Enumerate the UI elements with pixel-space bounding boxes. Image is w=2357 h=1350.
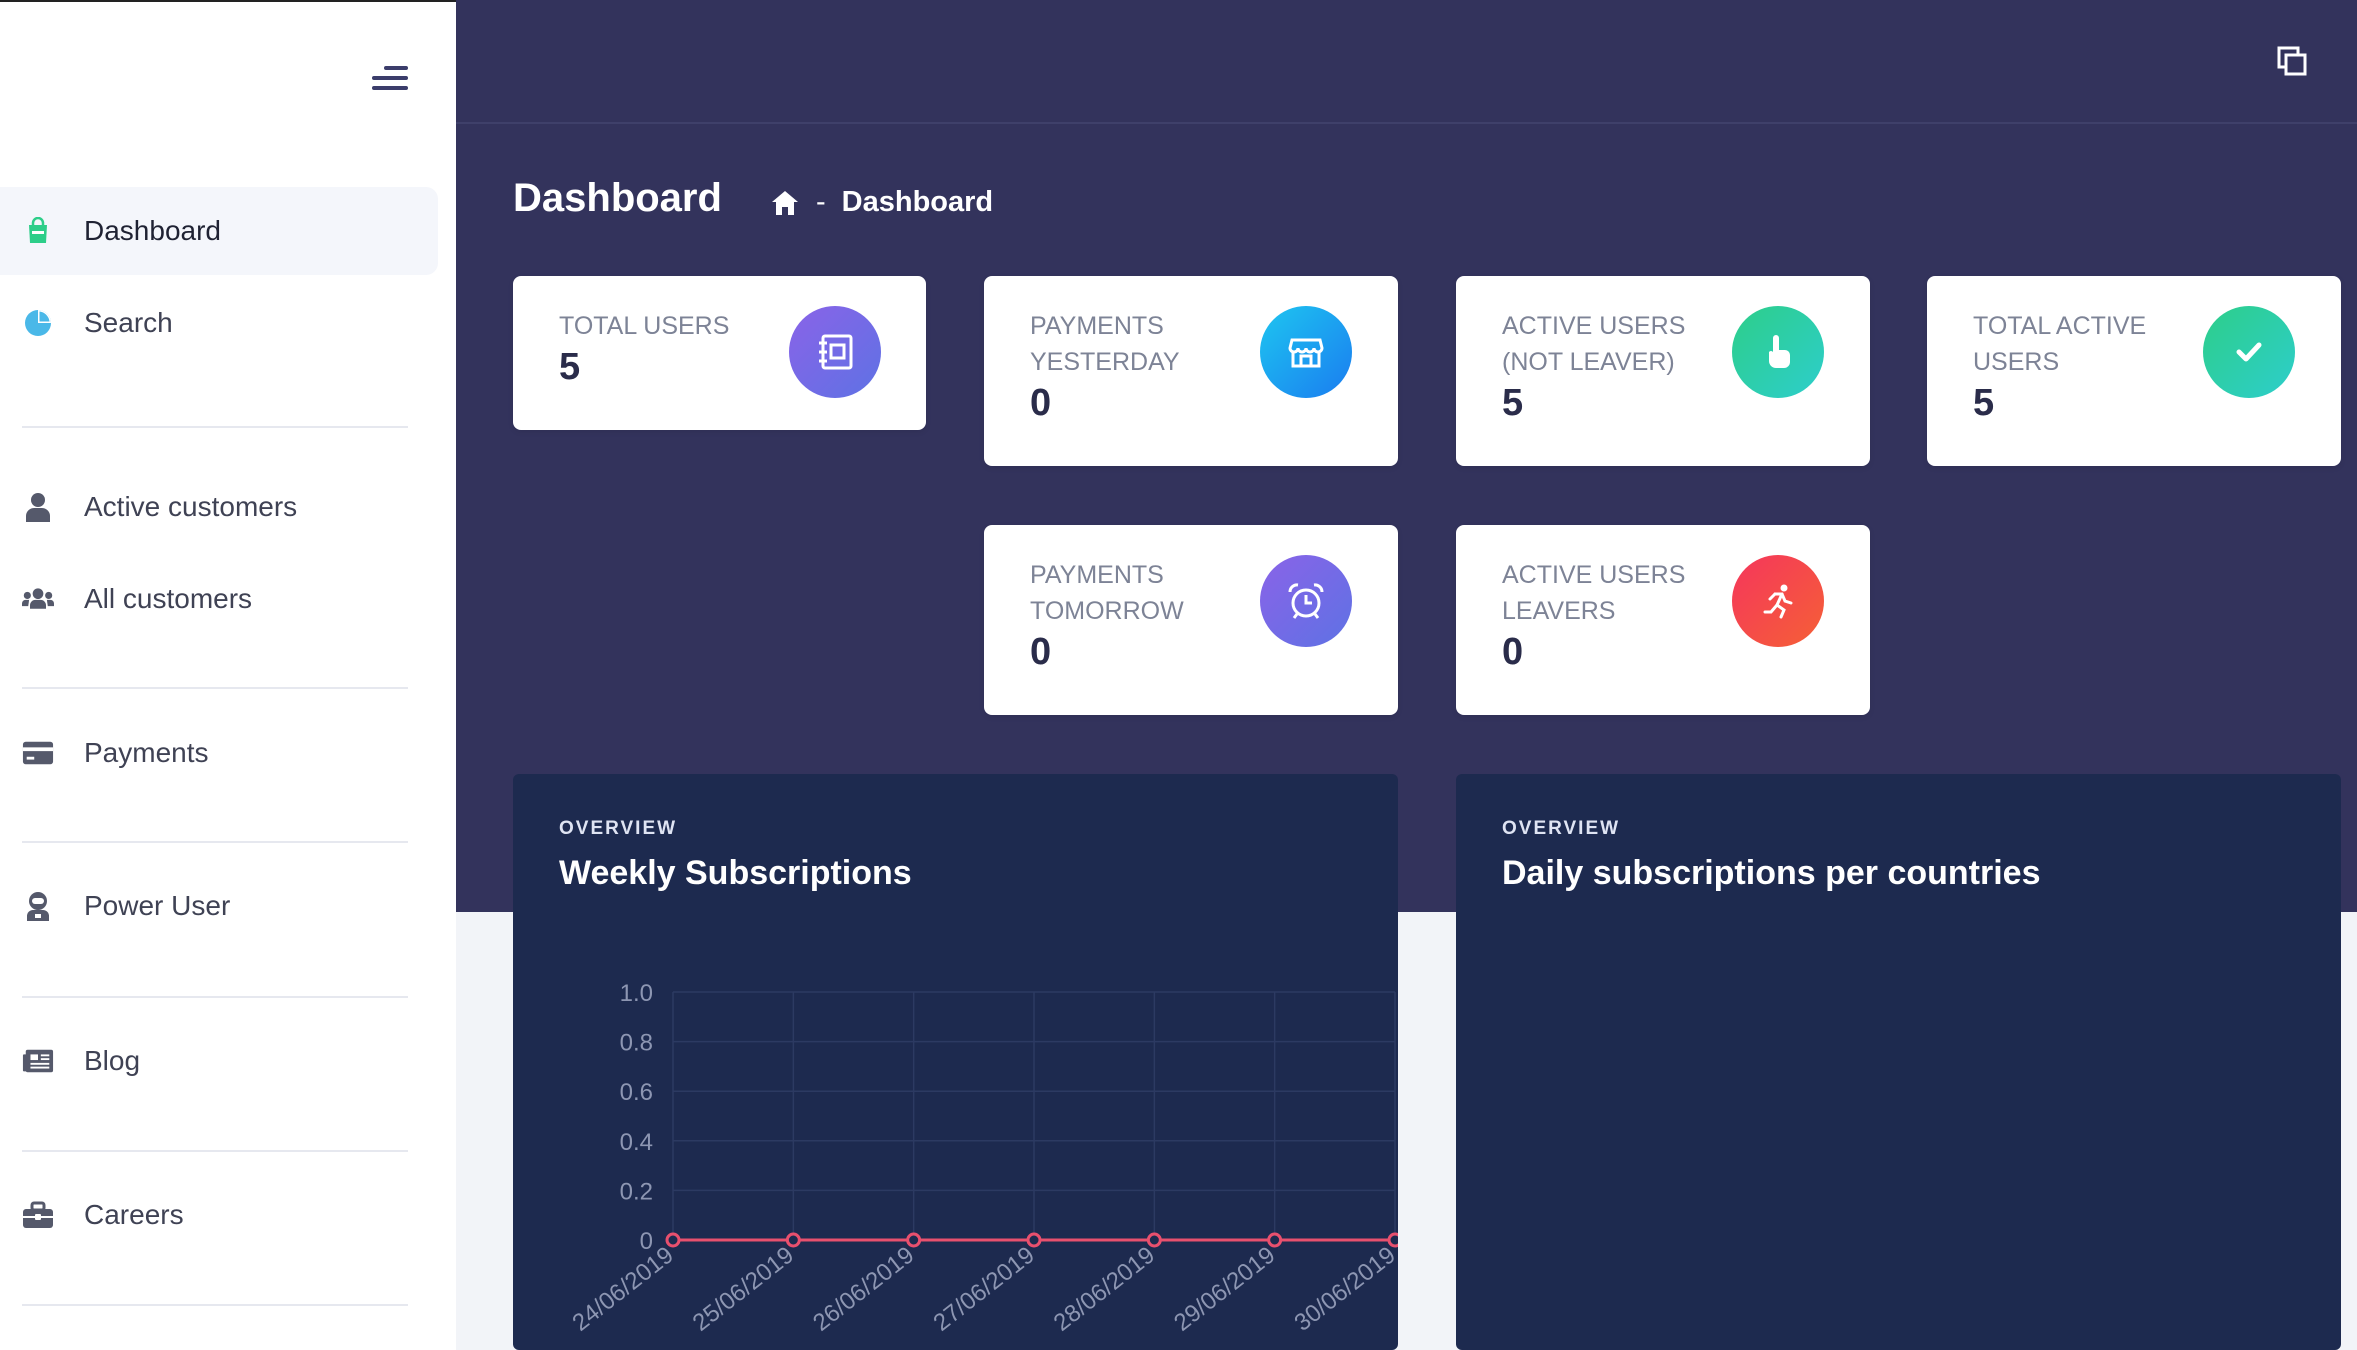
stat-card-payments-tomorrow: PAYMENTS TOMORROW 0: [984, 525, 1398, 715]
menu-toggle-icon[interactable]: [372, 64, 408, 92]
panel-weekly-subscriptions: OVERVIEW Weekly Subscriptions 0 0.2 0.4 0.6…: [513, 774, 1398, 1350]
data-point: [665, 1232, 681, 1248]
divider: [22, 996, 408, 998]
stat-title: TOTAL ACTIVE USERS: [1973, 312, 2147, 376]
notebook-icon: [789, 306, 881, 398]
divider: [22, 687, 408, 689]
window-restore-icon[interactable]: [2277, 46, 2309, 78]
stat-value: 5: [1502, 382, 1524, 424]
sidebar-item-blog[interactable]: Blog: [0, 1017, 438, 1105]
y-tick-label: 1.0: [620, 980, 653, 1007]
data-point: [1146, 1232, 1162, 1248]
breadcrumb-separator: -: [816, 186, 826, 218]
users-icon: [22, 583, 54, 615]
newspaper-icon: [22, 1045, 54, 1077]
page-title: Dashboard: [513, 176, 722, 220]
sidebar-item-power-user[interactable]: Power User: [0, 862, 438, 950]
sidebar: Dashboard Search Active customers All cu…: [0, 0, 456, 1350]
y-tick-label: 0.6: [620, 1079, 653, 1106]
data-point: [1026, 1232, 1042, 1248]
x-tick-label: 30/06/2019: [1289, 1241, 1398, 1336]
divider: [22, 1304, 408, 1306]
sidebar-item-label: Dashboard: [84, 215, 221, 246]
main-content: Dashboard - Dashboard TOTAL USERS 5 PAYM…: [456, 0, 2357, 1350]
sidebar-item-label: Careers: [84, 1199, 184, 1230]
sidebar-item-label: Payments: [84, 737, 209, 768]
stat-card-total-active-users: TOTAL ACTIVE USERS 5: [1927, 276, 2341, 466]
stat-title: PAYMENTS YESTERDAY: [1030, 312, 1180, 376]
stat-card-active-users-leavers: ACTIVE USERS LEAVERS 0: [1456, 525, 1870, 715]
panel-overline: OVERVIEW: [1502, 818, 1621, 839]
divider: [22, 1150, 408, 1152]
divider: [22, 841, 408, 843]
sidebar-item-dashboard[interactable]: Dashboard: [0, 187, 438, 275]
sidebar-item-label: Active customers: [84, 491, 298, 522]
x-tick-label: 28/06/2019: [1049, 1241, 1160, 1336]
sidebar-item-payments[interactable]: Payments: [0, 709, 438, 797]
pie-chart-icon: [22, 307, 54, 339]
sidebar-item-label: Power User: [84, 890, 231, 921]
data-point: [785, 1232, 801, 1248]
y-tick-label: 0.8: [620, 1030, 653, 1057]
stat-value: 5: [559, 346, 581, 388]
x-tick-label: 25/06/2019: [688, 1241, 799, 1336]
x-tick-label: 29/06/2019: [1169, 1241, 1280, 1336]
stat-card-payments-yesterday: PAYMENTS YESTERDAY 0: [984, 276, 1398, 466]
data-point: [906, 1232, 922, 1248]
panel-daily-subscriptions-countries: OVERVIEW Daily subscriptions per countri…: [1456, 774, 2341, 1350]
breadcrumb: - Dashboard: [770, 186, 993, 219]
stat-title: ACTIVE USERS LEAVERS: [1502, 561, 1686, 625]
breadcrumb-item[interactable]: Dashboard: [841, 186, 994, 218]
sidebar-item-careers[interactable]: Careers: [0, 1171, 438, 1259]
data-point: [1267, 1232, 1283, 1248]
data-point: [1387, 1232, 1398, 1248]
y-tick-label: 0.4: [620, 1129, 653, 1156]
sidebar-item-all-customers[interactable]: All customers: [0, 555, 438, 643]
sidebar-item-active-customers[interactable]: Active customers: [0, 463, 438, 551]
x-tick-label: 26/06/2019: [808, 1241, 919, 1336]
user-icon: [22, 491, 54, 523]
panel-overline: OVERVIEW: [559, 818, 678, 839]
user-astronaut-icon: [22, 890, 54, 922]
shopping-bag-icon: [22, 215, 54, 247]
pointer-hand-icon: [1732, 306, 1824, 398]
sidebar-item-label: All customers: [84, 583, 253, 614]
x-tick-label: 24/06/2019: [567, 1241, 678, 1336]
divider: [22, 426, 408, 428]
store-icon: [1260, 306, 1352, 398]
top-bar: [456, 0, 2357, 124]
briefcase-icon: [22, 1199, 54, 1231]
y-tick-label: 0: [640, 1228, 653, 1255]
running-icon: [1732, 555, 1824, 647]
sidebar-item-label: Search: [84, 307, 173, 338]
stat-title: ACTIVE USERS (NOT LEAVER): [1502, 312, 1686, 376]
check-icon: [2203, 306, 2295, 398]
stat-value: 0: [1030, 382, 1052, 424]
sidebar-item-search[interactable]: Search: [0, 279, 438, 367]
panel-title: Weekly Subscriptions: [559, 854, 912, 892]
alarm-clock-icon: [1260, 555, 1352, 647]
stat-title: TOTAL USERS: [559, 312, 730, 340]
panel-title: Daily subscriptions per countries: [1502, 854, 2041, 892]
stat-value: 0: [1030, 631, 1052, 673]
stat-value: 5: [1973, 382, 1995, 424]
stat-value: 0: [1502, 631, 1524, 673]
stat-card-active-users-not-leaver: ACTIVE USERS (NOT LEAVER) 5: [1456, 276, 1870, 466]
weekly-subscriptions-chart: 0 0.2 0.4 0.6 0.8 1.0 24/06/2019 25/06/2019 26/0…: [567, 980, 1398, 1337]
sidebar-item-label: Blog: [84, 1045, 141, 1076]
home-icon[interactable]: [770, 189, 800, 217]
credit-card-icon: [22, 737, 54, 769]
stat-card-total-users: TOTAL USERS 5: [513, 276, 926, 430]
stat-title: PAYMENTS TOMORROW: [1030, 561, 1184, 625]
x-tick-label: 27/06/2019: [928, 1241, 1039, 1336]
y-tick-label: 0.2: [620, 1178, 653, 1205]
